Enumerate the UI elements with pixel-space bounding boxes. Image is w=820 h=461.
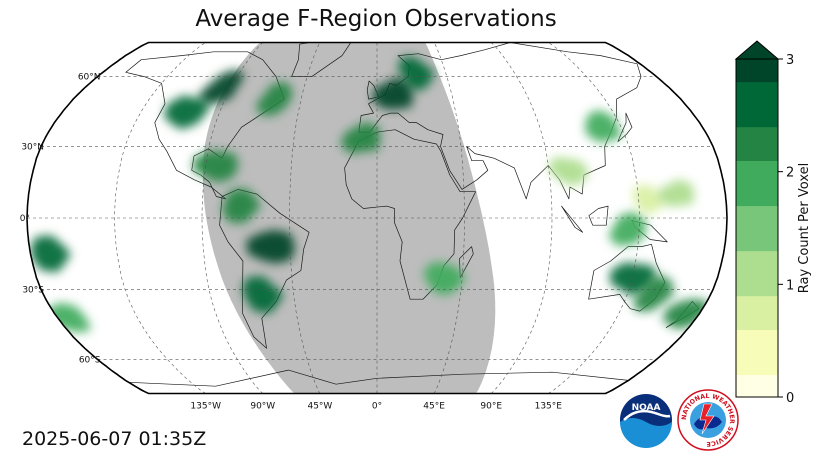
- colorbar-step: [736, 59, 778, 71]
- colorbar-step: [736, 295, 778, 308]
- lat-label: 60°N: [78, 73, 101, 83]
- meridian-line: [548, 42, 640, 394]
- landmass-africa: [344, 129, 476, 300]
- heatmap-cell: [255, 81, 293, 116]
- landmass-borneo: [588, 205, 609, 226]
- colorbar-ticks: 0 1 2 3: [778, 53, 794, 406]
- colorbar-step: [736, 160, 778, 173]
- colorbar-step: [736, 329, 778, 342]
- landmass-antarctica: [128, 369, 629, 394]
- meridian-line: [114, 42, 206, 394]
- heatmap-cell: [246, 229, 296, 264]
- colorbar-tick-label: 2: [786, 166, 794, 181]
- heatmap-cell: [547, 156, 589, 187]
- colorbar-step: [736, 250, 778, 263]
- colorbar-tick-label: 0: [786, 391, 794, 406]
- timestamp: 2025-06-07 01:35Z: [22, 428, 207, 450]
- heatmap-cell: [340, 121, 381, 154]
- lon-label: 135°W: [190, 402, 221, 412]
- lat-label: 60°S: [79, 355, 101, 365]
- lon-label: 90°E: [480, 402, 502, 412]
- meridian-line: [289, 42, 321, 394]
- colorbar-step: [736, 363, 778, 376]
- heatmap-cell: [631, 185, 667, 215]
- chart-title: Average F-Region Observations: [195, 6, 557, 32]
- latitude-labels: 60°N 30°N 0° 30°S 60°S: [20, 73, 101, 366]
- map-border: [26, 41, 728, 395]
- colorbar-step: [736, 115, 778, 128]
- lat-label: 30°N: [21, 142, 44, 152]
- lon-label: 45°E: [423, 402, 445, 412]
- landmass-north-america: [125, 51, 285, 200]
- colorbar-tick-label: 1: [786, 278, 794, 293]
- heatmap-cell: [199, 69, 245, 105]
- colorbar-step: [736, 81, 778, 94]
- colorbar-step: [736, 374, 778, 387]
- lon-label: 135°E: [535, 402, 563, 412]
- heatmap-cell: [222, 187, 261, 224]
- colorbar-step: [736, 273, 778, 285]
- colorbar-extend-triangle: [734, 40, 780, 60]
- colorbar-step: [736, 182, 778, 195]
- colorbar-label: Ray Count Per Voxel: [797, 163, 812, 293]
- colorbar-step: [736, 284, 778, 297]
- landmass-eurasia: [358, 42, 642, 200]
- lon-label: 45°W: [307, 402, 332, 412]
- colorbar-step: [736, 171, 778, 184]
- heatmap-cell: [30, 235, 71, 273]
- heatmap-cell: [372, 77, 414, 110]
- nws-logo: NATIONAL WEATHER SERVICE: [677, 389, 739, 451]
- colorbar-step: [736, 306, 778, 319]
- colorbar-step: [736, 228, 778, 240]
- heatmap-cell: [163, 95, 209, 130]
- landmass-madagascar: [459, 246, 474, 279]
- heatmap-cell: [657, 179, 695, 207]
- heatmap-cell: [585, 109, 622, 143]
- colorbar-step: [736, 149, 778, 161]
- noaa-logo-text: NOAA: [632, 403, 661, 413]
- heatmap-cell: [608, 211, 646, 246]
- colorbar-step: [736, 194, 778, 207]
- colorbar-step: [736, 351, 778, 364]
- colorbar-step: [736, 205, 778, 218]
- lat-label: 30°S: [22, 286, 44, 296]
- heatmap-cell: [397, 56, 435, 91]
- longitude-labels: 135°W 90°W 45°W 0° 45°E 90°E 135°E: [190, 402, 562, 412]
- colorbar-step: [736, 239, 778, 252]
- colorbar-tick-label: 3: [786, 53, 794, 68]
- colorbar-step: [736, 126, 778, 139]
- colorbar-step: [736, 92, 778, 105]
- colorbar-step: [736, 385, 778, 398]
- landmass-greenland: [291, 42, 353, 77]
- lat-label: 0°: [20, 214, 30, 224]
- lon-label: 90°W: [250, 402, 275, 412]
- lon-label: 0°: [372, 402, 382, 412]
- colorbar-gradient: [736, 59, 778, 398]
- heatmap-cell: [242, 276, 284, 314]
- heatmap-cell: [422, 262, 466, 296]
- colorbar-step: [736, 340, 778, 353]
- ray-count-heatmap: [30, 56, 709, 333]
- colorbar-frame: [735, 58, 779, 398]
- landmass-sumatra: [561, 205, 584, 233]
- meridian-line: [433, 42, 465, 394]
- noaa-logo: NOAA: [620, 394, 672, 448]
- colorbar-step: [736, 216, 778, 229]
- colorbar-step: [736, 261, 778, 274]
- colorbar-step: [736, 70, 778, 83]
- colorbar-step: [736, 104, 778, 116]
- heatmap-cell: [193, 151, 239, 183]
- colorbar-step: [736, 137, 778, 150]
- colorbar-step: [736, 318, 778, 330]
- heatmap-cell: [633, 275, 674, 312]
- heatmap-cell: [661, 299, 709, 330]
